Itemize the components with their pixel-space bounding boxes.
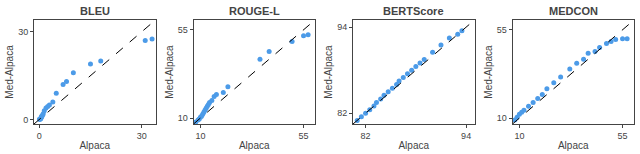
svg-text:Alpaca: Alpaca <box>558 140 589 151</box>
svg-text:10: 10 <box>514 131 524 141</box>
svg-text:30: 30 <box>18 27 28 37</box>
svg-text:10: 10 <box>497 113 507 123</box>
svg-text:Med-Alpaca: Med-Alpaca <box>323 45 334 99</box>
svg-text:82: 82 <box>337 108 347 118</box>
svg-text:30: 30 <box>137 131 147 141</box>
svg-text:MEDCON: MEDCON <box>549 5 598 17</box>
svg-text:94: 94 <box>337 22 347 32</box>
svg-text:Alpaca: Alpaca <box>239 140 270 151</box>
svg-text:0: 0 <box>37 131 42 141</box>
svg-text:55: 55 <box>178 25 188 35</box>
svg-text:94: 94 <box>461 131 471 141</box>
svg-text:ROUGE-L: ROUGE-L <box>229 5 280 17</box>
svg-text:55: 55 <box>497 25 507 35</box>
svg-text:10: 10 <box>195 131 205 141</box>
svg-text:Med-Alpaca: Med-Alpaca <box>483 45 494 99</box>
svg-text:Alpaca: Alpaca <box>79 140 110 151</box>
svg-text:55: 55 <box>299 131 309 141</box>
svg-text:BLEU: BLEU <box>80 5 110 17</box>
svg-text:Alpaca: Alpaca <box>398 140 429 151</box>
svg-text:0: 0 <box>23 115 28 125</box>
svg-text:Med-Alpaca: Med-Alpaca <box>4 45 15 99</box>
svg-text:BERTScore: BERTScore <box>383 5 444 17</box>
svg-text:55: 55 <box>618 131 628 141</box>
svg-text:Med-Alpaca: Med-Alpaca <box>164 45 175 99</box>
svg-text:82: 82 <box>361 131 371 141</box>
svg-text:10: 10 <box>178 113 188 123</box>
